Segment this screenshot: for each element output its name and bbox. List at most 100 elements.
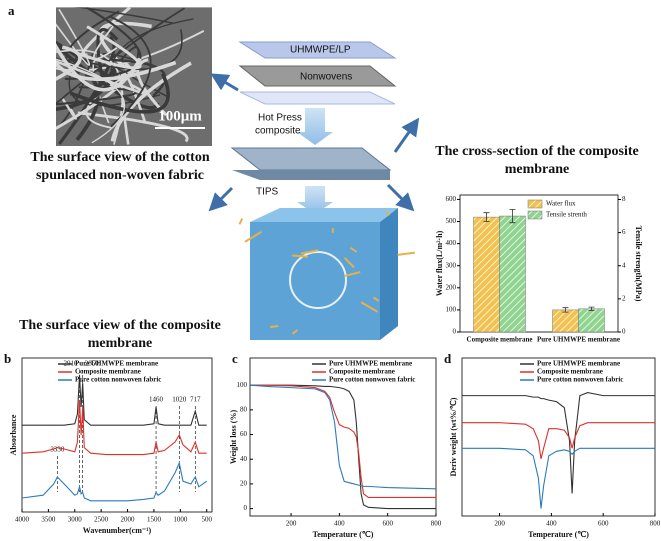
fiber — [71, 186, 210, 264]
schematic-label: Nonwovens — [300, 72, 352, 83]
fiber — [34, 250, 172, 300]
x-tick-label: 600 — [382, 520, 393, 528]
fiber — [79, 299, 146, 304]
fiber — [47, 212, 124, 293]
fiber — [109, 16, 151, 126]
fiber — [426, 30, 612, 81]
caption: spunlaced non-woven fabric — [36, 168, 204, 183]
fiber — [31, 187, 83, 308]
sem-image — [420, 4, 656, 136]
fiber — [72, 233, 152, 251]
x-tick-label: 2000 — [121, 516, 136, 524]
bar — [499, 215, 526, 333]
fiber — [63, 184, 151, 261]
schematic-label: UHMWPE/LP — [290, 45, 351, 56]
fiber — [602, 6, 607, 62]
fiber — [530, 18, 590, 107]
fiber — [343, 257, 355, 269]
fiber — [452, 37, 611, 55]
x-axis-label: Temperature (℃) — [528, 530, 589, 539]
legend-label: Water flux — [546, 200, 576, 208]
fiber — [85, 248, 146, 285]
fiber — [32, 192, 142, 224]
fiber — [78, 113, 187, 142]
fiber — [46, 201, 175, 248]
fiber — [33, 226, 148, 240]
fiber — [349, 246, 358, 253]
panel-label: a — [8, 3, 15, 18]
x-tick-label: Composite membrane — [467, 336, 533, 344]
x-tick-label: 400 — [334, 520, 345, 528]
fiber — [51, 8, 184, 107]
x-tick-label: 1500 — [147, 516, 162, 524]
fiber — [38, 216, 119, 269]
error-bar — [562, 307, 569, 313]
fiber — [98, 248, 188, 286]
fiber — [151, 190, 195, 216]
fiber — [97, 202, 114, 238]
fiber — [59, 270, 166, 284]
series-line — [462, 422, 655, 459]
error-bar — [483, 212, 490, 222]
fiber — [51, 59, 144, 92]
fiber — [360, 301, 379, 313]
caption: The cross-section of the composite — [435, 144, 639, 159]
fiber — [422, 31, 490, 96]
series-line — [21, 461, 208, 502]
y2-tick-label: 8 — [622, 195, 626, 203]
legend-label: Pure UHMWPE membrane — [329, 360, 412, 368]
peak-label: 1460 — [149, 396, 164, 404]
x-tick-label: 400 — [546, 520, 557, 528]
fiber — [460, 5, 540, 113]
fiber — [78, 274, 115, 307]
fiber — [585, 37, 649, 114]
fiber — [122, 73, 145, 144]
x-tick-label: 3500 — [41, 516, 56, 524]
fiber — [533, 4, 577, 52]
schematic-label: composite — [255, 126, 301, 137]
x-tick-label: 2500 — [94, 516, 109, 524]
fiber — [40, 199, 102, 249]
error-bar — [588, 306, 595, 311]
fiber — [244, 230, 263, 243]
fiber — [42, 243, 74, 249]
caption: membrane — [88, 336, 153, 351]
x-tick-label: 3000 — [68, 516, 83, 524]
plot-frame — [249, 357, 437, 517]
legend-swatch — [527, 210, 543, 220]
y-tick-label: 100 — [446, 306, 457, 314]
fiber — [397, 251, 415, 256]
x-axis-label: Temperature (℃) — [313, 530, 374, 539]
fiber — [292, 254, 308, 258]
fiber — [569, 32, 603, 91]
fiber — [41, 204, 66, 257]
y-tick-label: 40 — [240, 455, 248, 463]
fiber — [93, 266, 159, 293]
y-tick-label: 500 — [446, 217, 457, 225]
legend-label: Pure cotton nonwoven fabric — [75, 376, 161, 384]
fiber — [86, 184, 203, 256]
fiber — [43, 7, 89, 65]
fiber — [107, 194, 179, 272]
fiber — [130, 219, 174, 227]
y2-tick-label: 0 — [622, 328, 626, 336]
x-tick-label: 200 — [286, 520, 297, 528]
fiber — [112, 63, 191, 141]
y-tick-label: 200 — [446, 283, 457, 291]
fiber — [33, 224, 161, 247]
fiber — [113, 217, 169, 248]
fiber — [44, 196, 142, 239]
bar — [578, 308, 605, 333]
fiber — [116, 286, 155, 300]
fiber — [344, 271, 361, 277]
fiber — [72, 259, 108, 302]
y2-tick-label: 6 — [622, 228, 626, 236]
arrows — [208, 73, 420, 212]
fiber — [447, 33, 550, 63]
fiber — [464, 72, 545, 119]
series-line — [462, 447, 655, 509]
bar — [473, 216, 500, 333]
y2-axis-label: Tensile strength(MPa) — [634, 226, 643, 302]
x-tick-label: 800 — [431, 520, 442, 528]
fiber — [39, 268, 159, 294]
